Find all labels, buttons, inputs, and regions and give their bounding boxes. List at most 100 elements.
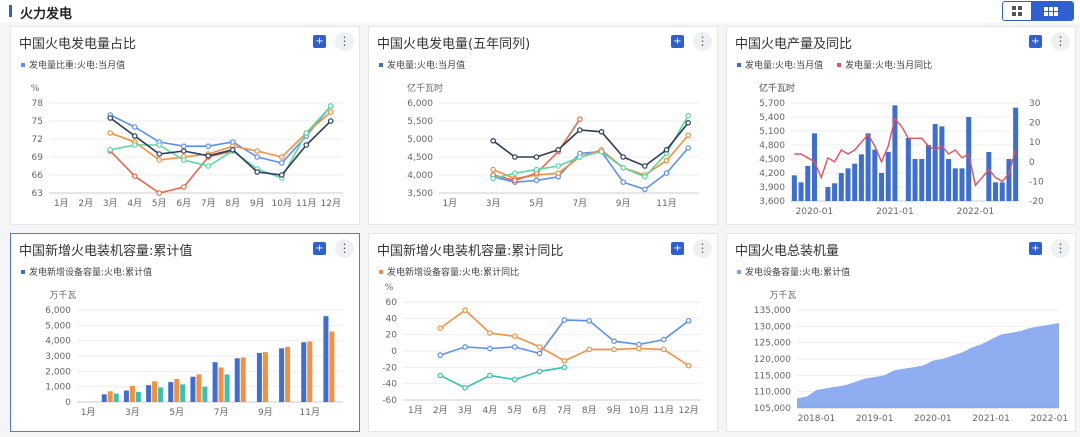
data-point xyxy=(555,163,561,169)
bar xyxy=(932,124,938,201)
data-point xyxy=(660,336,667,343)
expand-icon[interactable]: + xyxy=(1029,35,1042,48)
section-header: 火力发电 xyxy=(0,0,1080,23)
data-point xyxy=(254,154,261,160)
y-tick-label: 72 xyxy=(32,135,43,145)
legend-label: 发电量:火电:当月值 xyxy=(745,61,824,71)
series-line xyxy=(109,117,332,176)
data-point xyxy=(536,368,543,375)
list-view-icon[interactable] xyxy=(1031,2,1073,20)
legend-item[interactable]: 发电新增设备容量:火电:累计值 xyxy=(21,265,152,278)
bar xyxy=(959,168,965,201)
panel-title: 中国火电发电量占比 xyxy=(19,37,137,52)
y-axis-unit-label: 万千瓦 xyxy=(769,290,796,301)
grid-view-icon[interactable] xyxy=(1003,2,1031,20)
series-line xyxy=(794,117,1017,187)
chart-panel-coal-power-5yr: 中国火电发电量(五年同列) + ⋮ 发电量:火电:当月值 3,500 4,000 4… xyxy=(368,26,718,225)
y-axis-unit-label: 亿千瓦时 xyxy=(759,82,795,94)
x-tick-label: 8月 xyxy=(225,198,240,209)
more-icon[interactable]: ⋮ xyxy=(335,239,354,258)
bar xyxy=(798,182,804,201)
expand-icon[interactable]: + xyxy=(671,242,684,255)
view-toggle xyxy=(1002,1,1074,21)
y-tick-label: 5,000 xyxy=(407,135,433,145)
data-point xyxy=(663,170,670,177)
data-point xyxy=(229,147,236,153)
data-point xyxy=(561,317,568,323)
data-point xyxy=(107,115,114,121)
more-icon[interactable]: ⋮ xyxy=(693,239,712,258)
x-tick-label: 3月 xyxy=(125,407,140,418)
bar xyxy=(212,362,218,402)
bar xyxy=(107,391,113,402)
y-tick-label: 2,000 xyxy=(45,367,71,377)
x-tick-label: 5月 xyxy=(529,198,544,209)
legend-item[interactable]: 发电新增设备容量:火电:累计同比 xyxy=(379,265,519,278)
chart-legend: 发电新增设备容量:火电:累计同比 xyxy=(379,265,519,278)
expand-icon[interactable]: + xyxy=(1029,242,1042,255)
series-line xyxy=(493,147,689,191)
y-tick-label: 120,000 xyxy=(754,355,791,365)
data-point xyxy=(278,154,285,160)
chart-svg: 3,600 3,900 4,200 4,500 4,800 5,100 5,400 5,700… xyxy=(759,82,1044,217)
bar xyxy=(952,168,958,201)
data-point xyxy=(156,190,163,196)
data-point xyxy=(462,307,468,313)
more-icon[interactable]: ⋮ xyxy=(1051,239,1070,258)
legend-item[interactable]: 发电量:火电:当月同比 xyxy=(837,58,932,71)
legend-item[interactable]: 发电量:火电:当月值 xyxy=(379,58,465,71)
x-tick-label: 4月 xyxy=(483,405,498,416)
y-tick-label: 4,500 xyxy=(759,155,785,165)
data-point xyxy=(561,364,568,371)
data-point xyxy=(156,157,163,163)
bar xyxy=(865,133,871,201)
x-tick-label: 3月 xyxy=(458,405,473,416)
x-tick-label: 5月 xyxy=(507,405,522,416)
data-point xyxy=(303,130,310,136)
x-tick-label: 11月 xyxy=(300,407,320,418)
bar xyxy=(279,348,285,402)
y-axis-unit-label: 亿千瓦时 xyxy=(759,82,795,94)
bar xyxy=(234,358,240,402)
more-icon[interactable]: ⋮ xyxy=(335,32,354,51)
y-axis-unit-label: 亿千瓦时 xyxy=(407,82,443,94)
bar xyxy=(791,175,797,201)
data-point xyxy=(577,116,583,123)
data-point xyxy=(205,143,212,150)
series-line xyxy=(109,105,332,164)
data-point xyxy=(555,147,561,153)
x-tick-label: 11月 xyxy=(654,405,674,416)
section-title: 火力发电 xyxy=(20,7,73,22)
x-tick-label: 5月 xyxy=(152,198,167,209)
data-point xyxy=(205,163,212,169)
y-tick-label: 5,700 xyxy=(759,99,785,109)
data-point xyxy=(487,372,493,379)
expand-icon[interactable]: + xyxy=(313,35,326,48)
y-tick-label: 3,000 xyxy=(45,352,71,362)
y-tick-label: 3,500 xyxy=(407,189,433,199)
y-tick-label: 60 xyxy=(386,298,398,308)
expand-icon[interactable]: + xyxy=(671,35,684,48)
data-point xyxy=(490,138,496,144)
more-icon[interactable]: ⋮ xyxy=(693,32,712,51)
data-point xyxy=(511,376,518,383)
data-point xyxy=(663,157,670,164)
bar xyxy=(993,182,999,201)
series-line xyxy=(493,115,689,180)
bar xyxy=(838,173,844,201)
y-tick-label: 3,900 xyxy=(759,183,785,193)
more-icon[interactable]: ⋮ xyxy=(1051,32,1070,51)
data-point xyxy=(512,177,518,184)
bar xyxy=(966,117,972,201)
data-point xyxy=(327,103,334,109)
expand-icon[interactable]: + xyxy=(313,242,326,255)
bar xyxy=(146,385,152,402)
y2-tick-label: 20 xyxy=(1029,119,1041,129)
legend-item[interactable]: 发电量:火电:当月值 xyxy=(737,58,823,71)
data-point xyxy=(107,147,114,153)
data-point xyxy=(642,186,648,193)
data-point xyxy=(254,148,261,154)
legend-item[interactable]: 发电设备容量:火电:累计值 xyxy=(737,265,850,278)
data-point xyxy=(156,151,163,157)
legend-item[interactable]: 发电量比重:火电:当月值 xyxy=(21,58,125,71)
